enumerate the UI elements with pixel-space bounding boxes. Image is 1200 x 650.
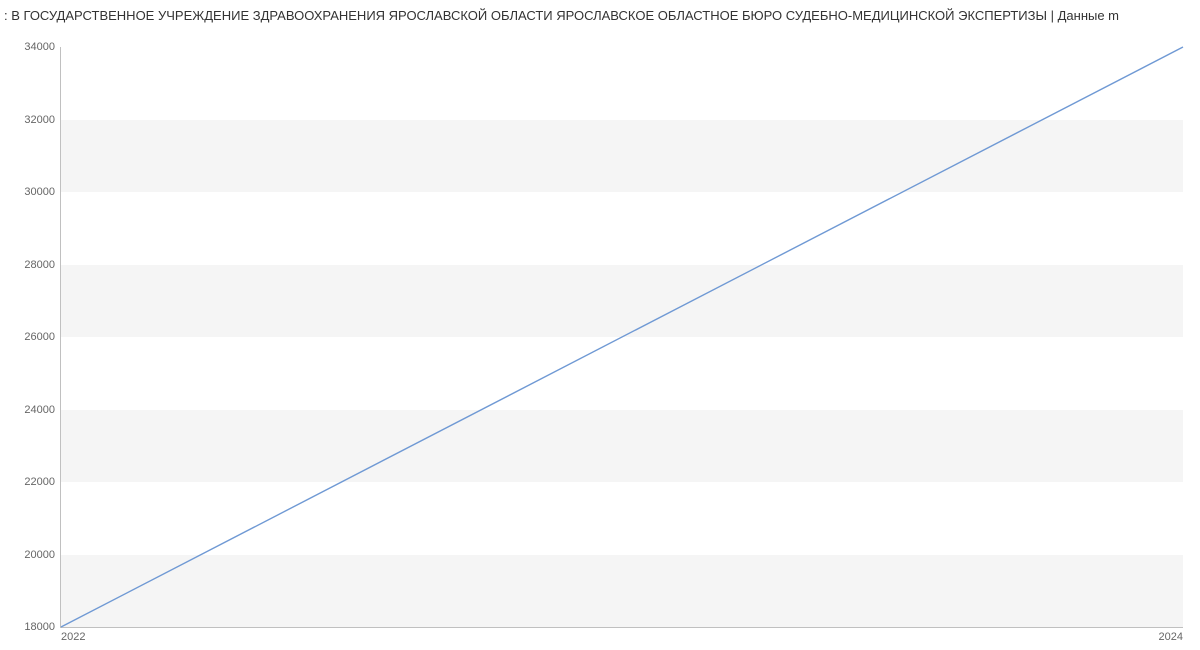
series-line <box>61 47 1183 627</box>
y-tick-label: 32000 <box>24 114 61 126</box>
chart-title: : В ГОСУДАРСТВЕННОЕ УЧРЕЖДЕНИЕ ЗДРАВООХР… <box>0 0 1200 23</box>
y-tick-label: 20000 <box>24 549 61 561</box>
chart-container: 18000 20000 22000 24000 26000 28000 30000 32000… <box>0 23 1200 643</box>
x-tick-label: 2022 <box>61 627 85 643</box>
y-tick-label: 30000 <box>24 186 61 198</box>
y-tick-label: 34000 <box>24 41 61 53</box>
y-tick-label: 24000 <box>24 404 61 416</box>
y-tick-label: 22000 <box>24 476 61 488</box>
plot-area: 1800020000220002400026000280003000032000… <box>60 47 1183 628</box>
x-tick-label: 2024 <box>1159 627 1183 643</box>
y-tick-label: 26000 <box>24 331 61 343</box>
line-series <box>61 47 1183 627</box>
y-tick-label: 18000 <box>24 621 61 633</box>
y-tick-label: 28000 <box>24 259 61 271</box>
